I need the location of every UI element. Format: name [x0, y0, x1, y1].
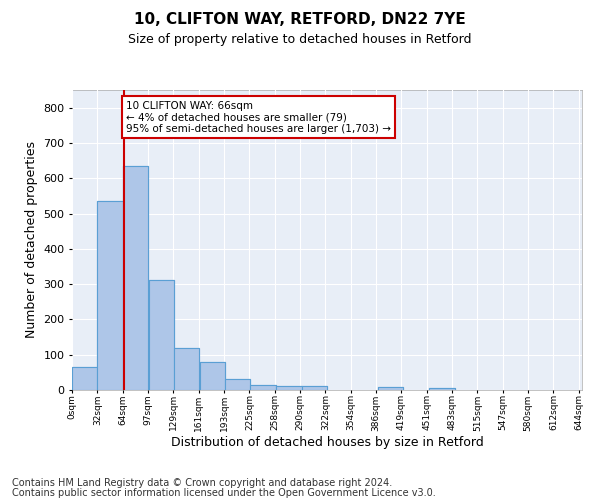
Bar — [377, 387, 403, 390]
Bar — [302, 386, 327, 390]
Bar — [429, 388, 455, 390]
Bar — [377, 387, 403, 390]
Y-axis label: Number of detached properties: Number of detached properties — [25, 142, 38, 338]
Text: 10 CLIFTON WAY: 66sqm
← 4% of detached houses are smaller (79)
95% of semi-detac: 10 CLIFTON WAY: 66sqm ← 4% of detached h… — [126, 100, 391, 134]
Bar — [199, 362, 225, 390]
Text: Contains public sector information licensed under the Open Government Licence v3: Contains public sector information licen… — [12, 488, 436, 498]
Bar — [277, 386, 302, 390]
Bar — [174, 348, 199, 390]
Bar — [122, 166, 148, 390]
Text: 10, CLIFTON WAY, RETFORD, DN22 7YE: 10, CLIFTON WAY, RETFORD, DN22 7YE — [134, 12, 466, 28]
Bar — [174, 348, 199, 390]
Text: Contains HM Land Registry data © Crown copyright and database right 2024.: Contains HM Land Registry data © Crown c… — [12, 478, 392, 488]
Bar — [149, 280, 174, 390]
Bar — [250, 384, 275, 390]
Bar — [149, 280, 174, 390]
Bar — [199, 362, 225, 390]
Bar — [72, 367, 97, 390]
Bar — [429, 388, 455, 390]
Bar — [250, 384, 275, 390]
Text: Size of property relative to detached houses in Retford: Size of property relative to detached ho… — [128, 32, 472, 46]
Bar — [122, 166, 148, 390]
Bar — [225, 380, 250, 390]
Bar — [97, 201, 122, 390]
Bar — [72, 367, 97, 390]
Bar — [302, 386, 327, 390]
Bar — [225, 380, 250, 390]
Bar — [97, 201, 122, 390]
X-axis label: Distribution of detached houses by size in Retford: Distribution of detached houses by size … — [170, 436, 484, 449]
Bar — [277, 386, 302, 390]
